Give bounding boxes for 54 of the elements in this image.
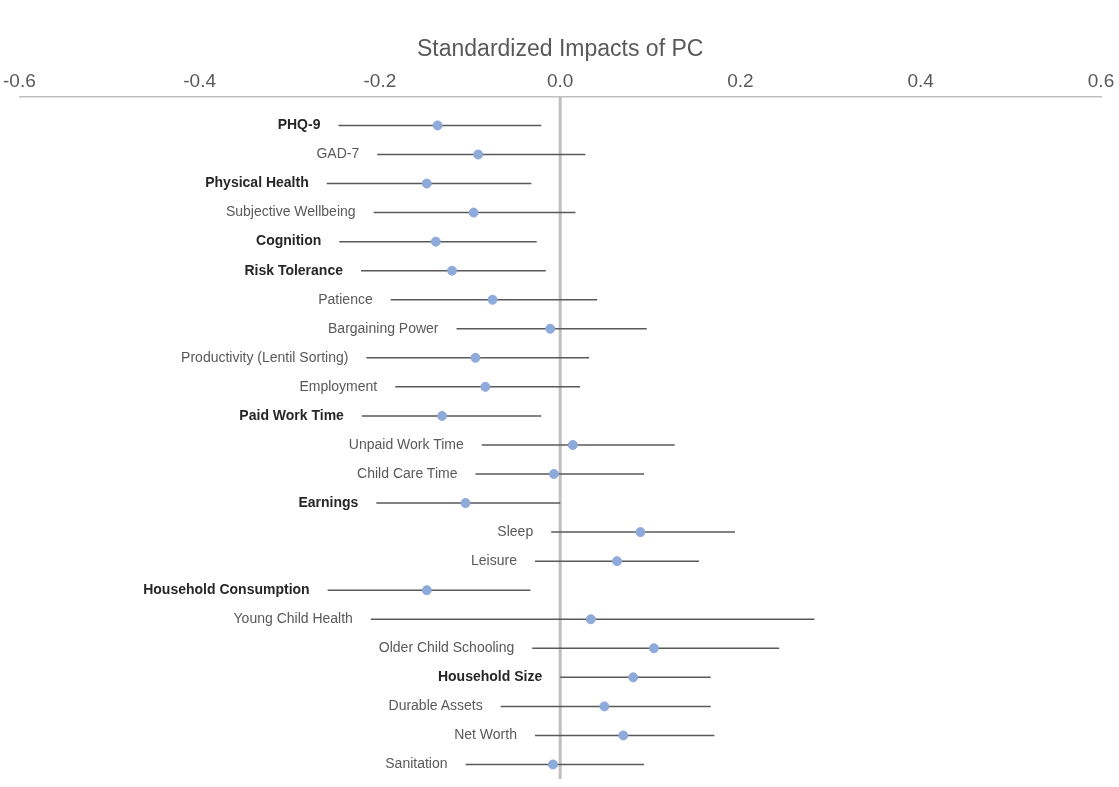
- point: [468, 207, 479, 218]
- y-tick-label: Bargaining Power: [328, 319, 439, 336]
- point: [628, 672, 639, 683]
- y-tick-label: Paid Work Time: [239, 406, 345, 423]
- y-tick-label: Unpaid Work Time: [348, 435, 464, 452]
- y-tick-label: Leisure: [471, 552, 518, 569]
- point: [437, 410, 448, 421]
- x-axis-title: Standardized Impacts of PC: [417, 35, 704, 62]
- point: [548, 469, 559, 480]
- point: [470, 352, 481, 363]
- point: [473, 149, 484, 160]
- point: [635, 527, 646, 538]
- y-tick-label: Household Consumption: [143, 581, 310, 598]
- point: [447, 265, 458, 276]
- y-tick-label: Sleep: [497, 522, 534, 539]
- x-tick-label: 0.6: [1087, 70, 1115, 92]
- x-tick-label: 0.4: [907, 70, 935, 92]
- point: [421, 585, 432, 596]
- y-tick-label: Young Child Health: [233, 610, 353, 627]
- point: [611, 556, 622, 567]
- x-tick-label: -0.6: [2, 70, 36, 92]
- point: [487, 294, 498, 305]
- x-tick-label: 0.2: [727, 70, 754, 92]
- point: [480, 381, 491, 392]
- y-tick-label: Risk Tolerance: [244, 261, 344, 278]
- point: [599, 701, 610, 712]
- y-tick-label: Earnings: [298, 493, 359, 510]
- point: [567, 439, 578, 450]
- y-tick-label: PHQ-9: [277, 116, 321, 133]
- point: [432, 120, 443, 131]
- y-tick-label: Physical Health: [205, 174, 309, 191]
- y-tick-label: Durable Assets: [388, 697, 483, 714]
- point: [585, 614, 596, 625]
- y-tick-label: Productivity (Lentil Sorting): [181, 348, 349, 365]
- y-tick-label: Net Worth: [454, 726, 517, 743]
- point: [430, 236, 441, 247]
- y-tick-label: Sanitation: [385, 755, 448, 772]
- x-tick-label: -0.4: [183, 70, 217, 92]
- y-tick-label: Household Size: [437, 668, 543, 685]
- y-tick-label: Patience: [318, 290, 373, 307]
- y-tick-label: GAD-7: [316, 145, 360, 162]
- point: [618, 730, 629, 741]
- point: [547, 759, 558, 770]
- point: [648, 643, 659, 654]
- y-tick-label: Employment: [299, 377, 378, 394]
- y-tick-label: Cognition: [256, 232, 322, 249]
- x-tick-label: 0.0: [546, 70, 574, 92]
- y-tick-label: Older Child Schooling: [378, 639, 515, 656]
- point: [421, 178, 432, 189]
- y-tick-label: Subjective Wellbeing: [225, 203, 356, 220]
- point: [545, 323, 556, 334]
- y-tick-label: Child Care Time: [357, 464, 458, 481]
- x-tick-label: -0.2: [363, 70, 397, 92]
- point: [460, 498, 471, 509]
